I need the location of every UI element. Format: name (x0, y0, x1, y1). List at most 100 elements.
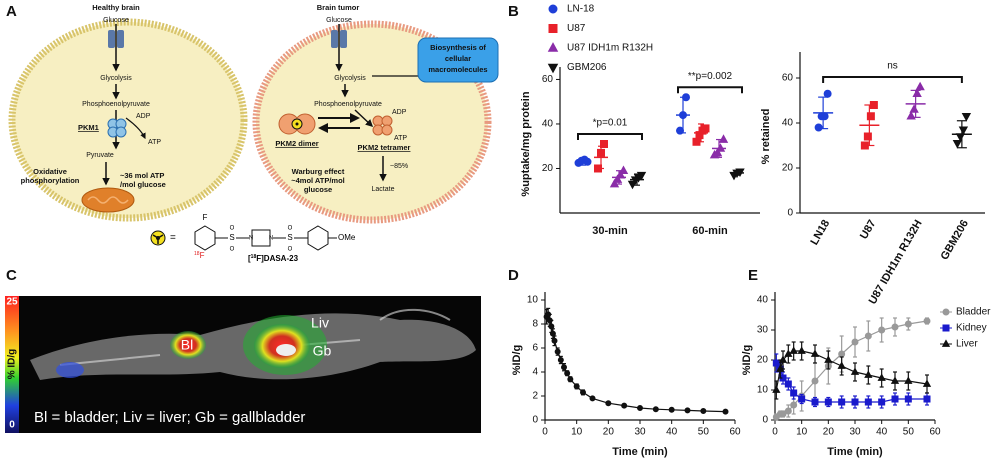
annotation: **p=0.002 (688, 71, 733, 82)
x-tick-label: 10 (571, 427, 583, 438)
marker (958, 126, 969, 135)
annotation: *p=0.01 (593, 118, 628, 129)
marker (561, 364, 567, 371)
marker (866, 112, 875, 121)
y-tick-label: 40 (542, 119, 554, 130)
label: /mol glucose (120, 180, 166, 189)
marker (850, 367, 860, 375)
label: Phosphoenolpyruvate (314, 101, 382, 108)
panel-label: A (6, 3, 17, 20)
marker (637, 405, 643, 411)
x-tick-label: 30 (849, 427, 861, 438)
marker (810, 349, 820, 357)
label: ~4mol ATP/mol (291, 176, 345, 185)
marker (549, 330, 556, 337)
label: Glycolysis (100, 75, 132, 82)
label: ~36 mol ATP (120, 171, 164, 180)
label: PKM1 (78, 123, 99, 132)
marker (797, 346, 806, 354)
label: Pyruvate (86, 152, 114, 159)
x-tick-label: GBM206 (939, 218, 971, 262)
marker (790, 389, 798, 397)
cell-title: Healthy brain (92, 3, 140, 12)
y-tick-label: 30 (757, 325, 769, 336)
marker (906, 111, 916, 120)
y-tick-label: 2 (532, 391, 538, 402)
marker (837, 361, 846, 369)
legend-label: U87 (567, 23, 586, 34)
marker (684, 407, 691, 414)
legend-label: Liver (956, 339, 978, 350)
legend-label: U87 IDH1m R132H (567, 43, 653, 54)
marker (548, 24, 558, 33)
scale-max: 25 (6, 297, 18, 308)
x-tick-label: 0 (772, 427, 778, 438)
marker (701, 124, 710, 133)
x-tick-label: 40 (876, 427, 888, 438)
marker (942, 324, 950, 332)
marker (547, 63, 559, 74)
marker (811, 377, 819, 385)
isotope: 18F (194, 251, 205, 260)
marker (824, 398, 832, 406)
marker (789, 346, 798, 354)
marker (952, 139, 963, 149)
organ-label: Gb (313, 343, 332, 359)
annotation: ns (887, 61, 898, 72)
marker (784, 407, 792, 415)
marker (589, 395, 596, 402)
marker (700, 408, 707, 414)
x-axis-title: Time (min) (612, 446, 668, 458)
atom: O (230, 226, 235, 232)
x-tick-label: 20 (603, 427, 615, 438)
y-tick-label: 4 (532, 367, 538, 378)
y-axis-title: %ID/g (511, 345, 523, 376)
atom: OMe (338, 233, 356, 242)
marker (923, 395, 931, 403)
isotope-mass: 18 (194, 251, 200, 257)
panel-label: B (508, 3, 519, 20)
name-part: F]DASA-23 (256, 254, 298, 263)
marker (878, 398, 886, 406)
marker (718, 134, 729, 143)
marker (580, 389, 586, 396)
y-tick-label: 20 (757, 355, 769, 366)
scale-label: % ID/g (7, 349, 18, 380)
atom: O (230, 247, 235, 253)
y-tick-label: 6 (532, 343, 538, 354)
marker (824, 355, 833, 363)
label: glucose (304, 185, 332, 194)
atom: S (229, 233, 234, 242)
label: ADP (136, 113, 151, 120)
label: phosphorylation (21, 176, 80, 185)
name-part: 18 (251, 254, 257, 260)
marker (923, 317, 931, 325)
marker (605, 400, 612, 407)
marker (551, 337, 558, 344)
marker (652, 406, 659, 413)
marker (573, 383, 580, 390)
marker (941, 339, 951, 347)
marker (891, 323, 899, 331)
x-tick-label: 0 (542, 427, 548, 438)
marker (567, 376, 574, 383)
label: PKM2 dimer (275, 139, 318, 148)
x-tick-label: 60 (929, 427, 941, 438)
y-tick-label: 0 (787, 208, 793, 219)
label: Glucose (103, 17, 129, 24)
panel-label: C (6, 267, 17, 284)
marker (600, 140, 608, 148)
label: Glucose (326, 17, 352, 24)
series-line (775, 350, 928, 391)
marker (772, 385, 781, 393)
y-axis-title: %uptake/mg protein (520, 91, 532, 196)
y-axis-title: %ID/g (741, 345, 753, 376)
atom: S (287, 233, 292, 242)
marker (891, 395, 899, 403)
x-tick-label: 30-min (592, 225, 628, 237)
legend-label: Kidney (956, 323, 987, 334)
label: Warburg effect (292, 167, 345, 176)
marker (778, 355, 788, 363)
pet-image: 25 0 % ID/g Bl Liv Gb Bl = bladder; Liv … (5, 296, 481, 433)
